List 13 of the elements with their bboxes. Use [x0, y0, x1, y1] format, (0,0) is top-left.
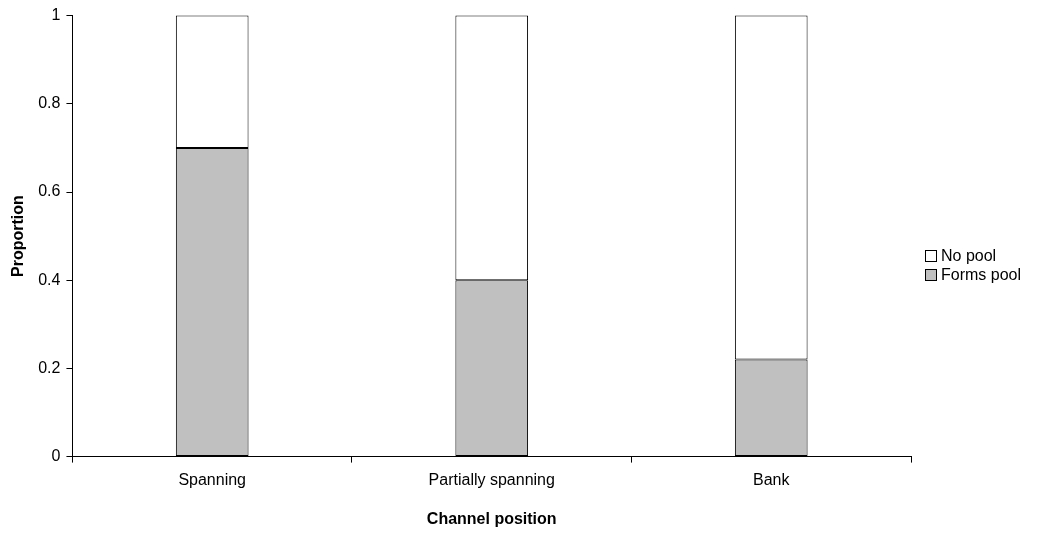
x-tick-label: Bank [753, 470, 791, 488]
legend-label: Forms pool [941, 265, 1022, 284]
x-tick-label: Partially spanning [428, 470, 555, 488]
y-tick-label: 0.6 [38, 182, 61, 200]
x-axis-title: Channel position [426, 509, 557, 527]
text: No pool [941, 246, 997, 265]
y-tick-label: 0.8 [38, 94, 61, 112]
x-tick-label: Spanning [178, 470, 247, 488]
y-tick-label: 1 [51, 6, 61, 24]
y-tick-label: 0.2 [38, 358, 61, 376]
y-tick-label: 0 [51, 447, 61, 465]
y-tick-label: 0.4 [38, 270, 61, 288]
y-axis-title: Proportion [9, 195, 27, 277]
